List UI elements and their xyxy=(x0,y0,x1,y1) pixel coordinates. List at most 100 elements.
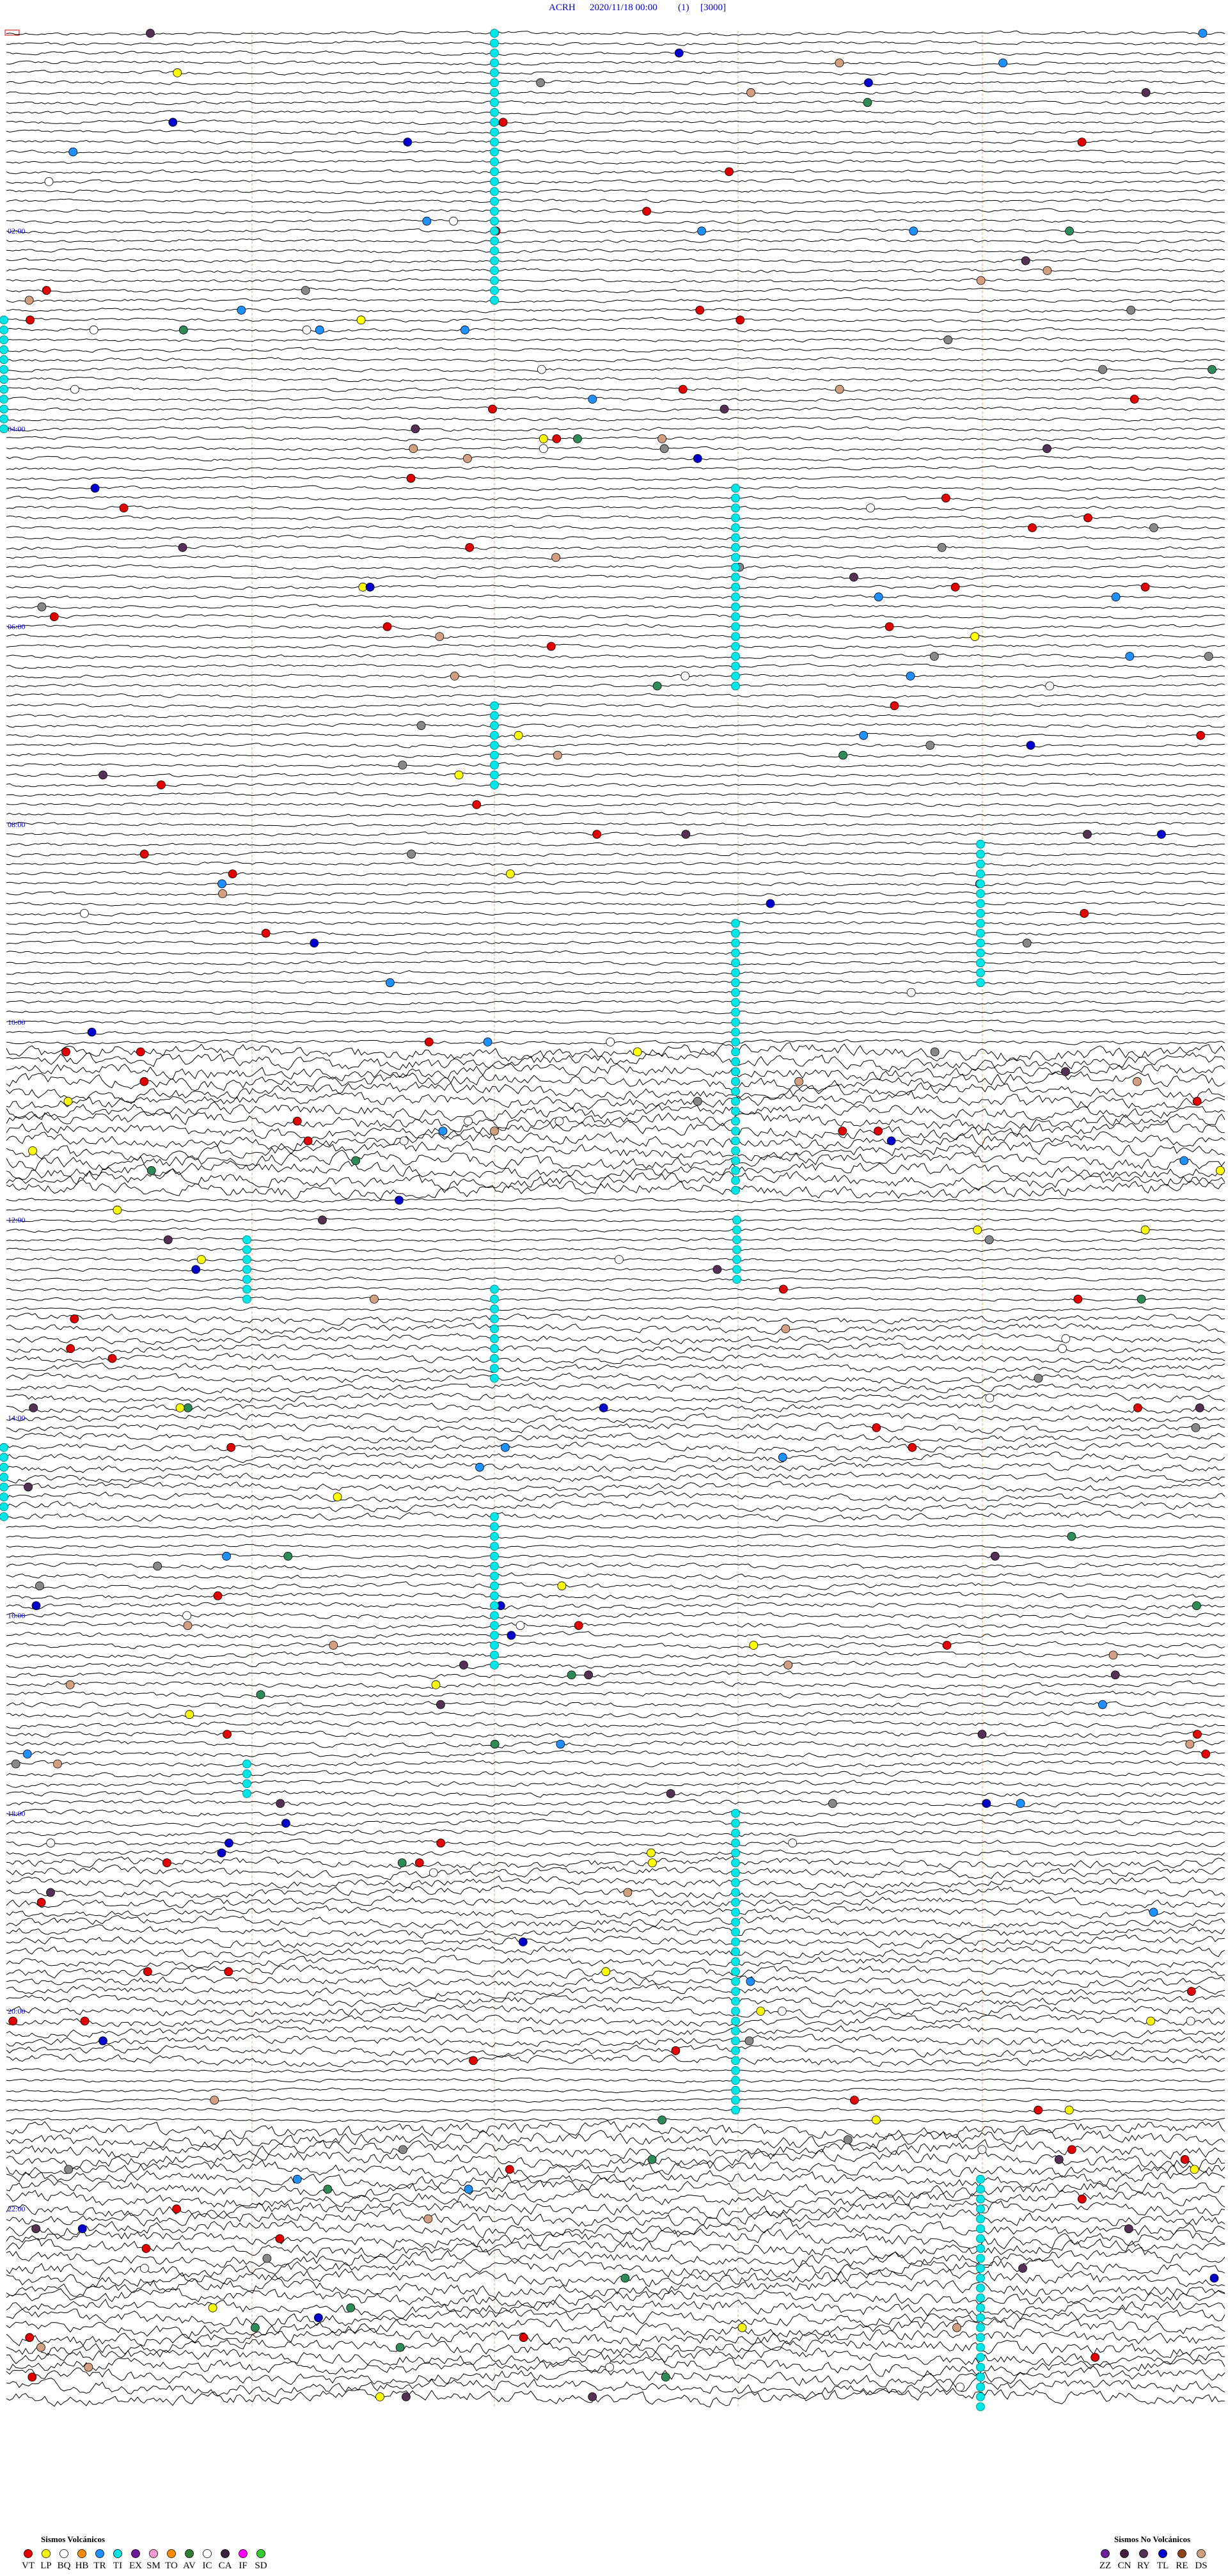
tremor-marker xyxy=(0,1453,8,1462)
event-marker xyxy=(615,1255,624,1264)
event-marker xyxy=(210,2096,219,2105)
tremor-marker xyxy=(731,2096,740,2105)
event-marker xyxy=(941,493,950,503)
event-marker xyxy=(28,2373,37,2382)
trace xyxy=(6,1994,1225,2008)
event-marker xyxy=(42,286,51,295)
legend-label: DS xyxy=(1195,2561,1207,2571)
legend-marker xyxy=(256,2549,265,2558)
event-marker xyxy=(990,1551,1000,1561)
legend-label: HB xyxy=(75,2561,89,2571)
event-marker xyxy=(1111,592,1121,602)
tremor-marker xyxy=(976,978,985,988)
event-marker xyxy=(588,395,597,404)
trace xyxy=(6,940,1225,945)
tremor-marker xyxy=(490,177,499,186)
trace xyxy=(6,2307,1225,2328)
event-marker xyxy=(402,2392,411,2401)
tremor-marker xyxy=(976,2313,985,2323)
trace xyxy=(6,2188,1225,2208)
trace xyxy=(6,2218,1225,2239)
trace xyxy=(6,1759,1225,1768)
event-marker xyxy=(693,1096,702,1106)
station: ACRH xyxy=(549,3,576,13)
event-marker xyxy=(228,869,237,878)
tremor-marker xyxy=(490,1354,499,1363)
trace xyxy=(6,178,1225,185)
trace xyxy=(6,604,1225,610)
event-marker xyxy=(53,1759,62,1769)
trace xyxy=(6,1641,1225,1649)
event-marker xyxy=(647,2154,657,2164)
event-marker xyxy=(539,434,548,443)
event-marker xyxy=(1058,1344,1067,1354)
event-marker xyxy=(1186,1987,1196,1996)
event-marker xyxy=(182,1611,192,1620)
event-marker xyxy=(63,1096,73,1106)
event-marker xyxy=(588,2392,597,2401)
event-marker xyxy=(906,672,915,681)
event-marker xyxy=(746,1977,755,1986)
tremor-marker xyxy=(490,1650,499,1660)
tremor-marker xyxy=(731,1176,740,1185)
event-marker xyxy=(1201,1750,1211,1758)
trace xyxy=(6,327,1225,333)
trace xyxy=(6,1247,1225,1252)
tremor-marker xyxy=(490,78,499,88)
tremor-marker xyxy=(731,968,740,977)
event-marker xyxy=(514,731,523,740)
event-marker xyxy=(849,573,858,582)
event-marker xyxy=(224,1838,233,1848)
event-marker xyxy=(950,582,960,592)
tremor-marker xyxy=(490,216,499,226)
event-marker xyxy=(866,503,875,512)
legend-label: CA xyxy=(219,2561,232,2571)
trace xyxy=(6,1808,1225,1818)
legend-label: BQ xyxy=(58,2561,71,2571)
event-marker xyxy=(1186,2016,1195,2026)
event-marker xyxy=(22,1750,32,1758)
tremor-marker xyxy=(0,415,8,423)
event-marker xyxy=(276,1799,285,1808)
trace xyxy=(6,1342,1225,1354)
trace xyxy=(6,1631,1225,1640)
tremor-marker xyxy=(731,2007,740,2016)
trace xyxy=(6,1363,1225,1374)
trace xyxy=(6,900,1225,906)
event-marker xyxy=(65,1680,75,1689)
event-marker xyxy=(46,1888,55,1897)
trace xyxy=(6,2228,1225,2250)
trace xyxy=(6,1501,1225,1513)
trace xyxy=(6,515,1225,521)
tremor-marker xyxy=(731,1987,740,1996)
tremor-marker xyxy=(976,899,985,908)
event-marker xyxy=(746,88,755,97)
event-marker xyxy=(1125,652,1135,661)
trace xyxy=(6,70,1225,75)
trace xyxy=(6,742,1225,748)
event-marker xyxy=(908,1442,917,1452)
legend-label: RE xyxy=(1176,2561,1188,2571)
tremor-marker xyxy=(731,998,740,1007)
event-marker xyxy=(794,1077,803,1086)
event-marker xyxy=(24,1482,33,1492)
trace xyxy=(6,2376,1225,2399)
tremor-marker xyxy=(976,2234,985,2243)
event-marker xyxy=(107,1354,117,1363)
event-marker xyxy=(196,1255,206,1264)
trace xyxy=(6,2149,1225,2170)
tremor-marker xyxy=(490,711,499,720)
legend-marker xyxy=(149,2549,158,2558)
tremor-marker xyxy=(732,1255,741,1264)
event-marker xyxy=(438,1126,448,1135)
tremor-marker xyxy=(731,919,740,928)
trace xyxy=(6,544,1225,551)
legend-label: VT xyxy=(22,2561,35,2571)
tremor-marker xyxy=(732,1215,741,1225)
event-marker xyxy=(226,1442,236,1452)
event-marker xyxy=(90,484,100,493)
tremor-marker xyxy=(976,948,985,958)
tremor-marker xyxy=(731,2066,740,2075)
event-marker xyxy=(756,2007,766,2016)
trace xyxy=(6,1611,1225,1620)
